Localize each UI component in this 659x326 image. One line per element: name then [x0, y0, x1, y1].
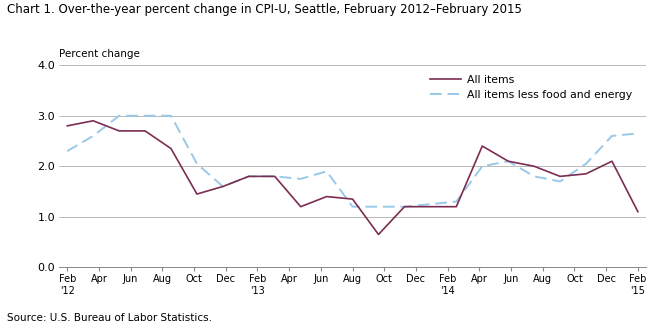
All items: [115, 129, 123, 133]
All items: [401, 205, 409, 209]
All items: [219, 185, 227, 188]
All items: [374, 232, 382, 236]
All items less food and energy: [193, 162, 201, 166]
All items less food and energy: [323, 170, 331, 173]
All items less food and energy: [634, 131, 642, 135]
All items less food and energy: [89, 134, 97, 138]
All items: [323, 195, 331, 199]
All items less food and energy: [582, 162, 590, 166]
All items less food and energy: [245, 174, 253, 178]
All items: [297, 205, 304, 209]
Legend: All items, All items less food and energy: All items, All items less food and energ…: [428, 73, 635, 102]
All items less food and energy: [426, 202, 434, 206]
All items less food and energy: [530, 174, 538, 178]
All items less food and energy: [401, 205, 409, 209]
All items: [141, 129, 149, 133]
All items: [167, 147, 175, 151]
All items: [582, 172, 590, 176]
All items less food and energy: [478, 164, 486, 168]
Line: All items: All items: [67, 121, 638, 234]
All items less food and energy: [115, 114, 123, 118]
Text: Chart 1. Over-the-year percent change in CPI-U, Seattle, February 2012–February : Chart 1. Over-the-year percent change in…: [7, 3, 521, 16]
All items: [89, 119, 97, 123]
All items: [349, 197, 357, 201]
All items: [504, 159, 512, 163]
Text: Source: U.S. Bureau of Labor Statistics.: Source: U.S. Bureau of Labor Statistics.: [7, 313, 212, 323]
All items less food and energy: [452, 200, 460, 203]
Text: Percent change: Percent change: [59, 49, 140, 59]
All items: [63, 124, 71, 128]
All items: [556, 174, 564, 178]
All items less food and energy: [167, 114, 175, 118]
All items less food and energy: [556, 179, 564, 183]
All items: [530, 164, 538, 168]
All items: [634, 210, 642, 214]
All items less food and energy: [608, 134, 616, 138]
All items: [426, 205, 434, 209]
All items less food and energy: [141, 114, 149, 118]
All items less food and energy: [349, 205, 357, 209]
All items: [478, 144, 486, 148]
All items: [452, 205, 460, 209]
All items less food and energy: [374, 205, 382, 209]
All items less food and energy: [63, 149, 71, 153]
All items: [245, 174, 253, 178]
Line: All items less food and energy: All items less food and energy: [67, 116, 638, 207]
All items: [608, 159, 616, 163]
All items less food and energy: [504, 159, 512, 163]
All items less food and energy: [297, 177, 304, 181]
All items less food and energy: [271, 174, 279, 178]
All items: [271, 174, 279, 178]
All items: [193, 192, 201, 196]
All items less food and energy: [219, 185, 227, 188]
